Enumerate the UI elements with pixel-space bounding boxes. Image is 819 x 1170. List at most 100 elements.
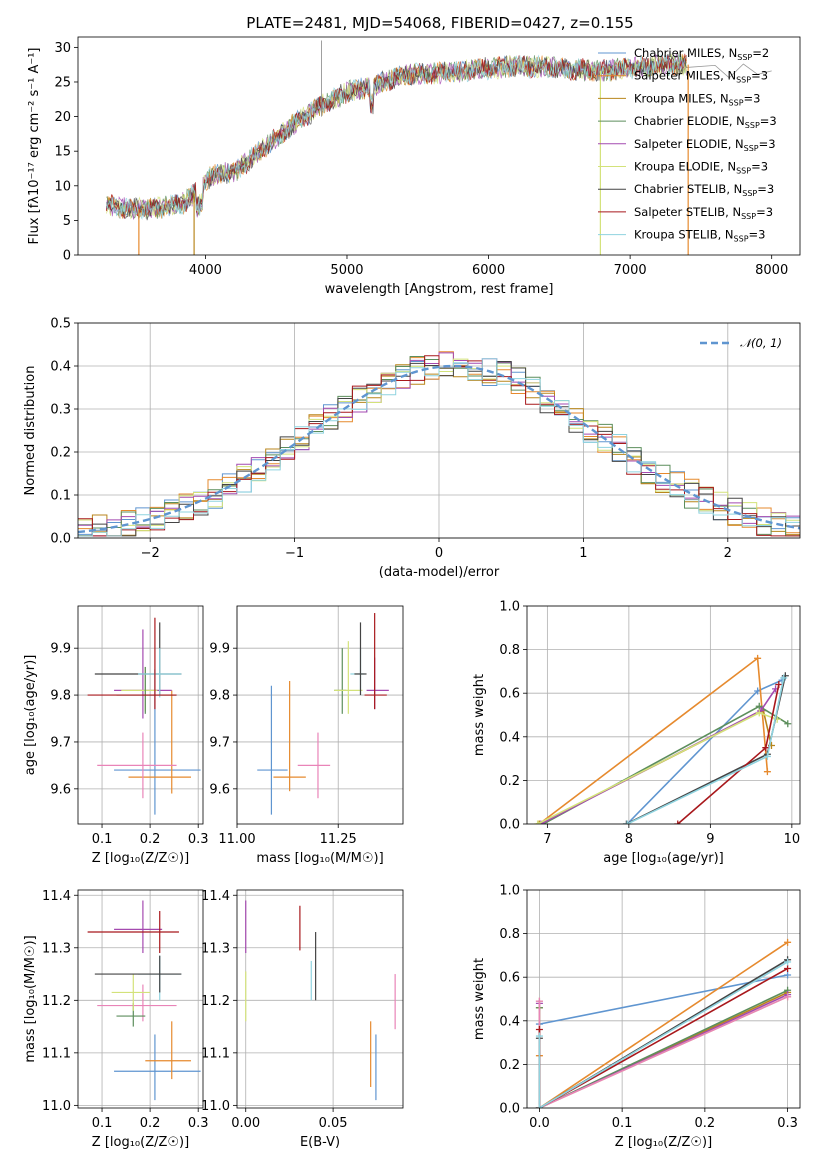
weight-marker — [755, 702, 763, 710]
y-axis-label: mass [log₁₀(M/M☉)] — [23, 935, 38, 1062]
panel-residuals: −2 −1 0 1 2 0.0 0.1 0.2 0.3 0.4 0.5 (data-model)/er… — [23, 317, 801, 580]
y-tick-label: 0.8 — [499, 643, 520, 658]
plot-area — [257, 613, 389, 815]
data-point — [334, 641, 363, 714]
data-point — [145, 1021, 191, 1080]
axes-frame — [77, 889, 204, 1109]
weight-line — [538, 974, 788, 1108]
y-tick-label: 0.8 — [499, 927, 520, 942]
y-tick-label: 1.0 — [499, 600, 520, 615]
weight-line — [538, 967, 788, 1108]
x-axis-label: age [log₁₀(age/yr)] — [603, 851, 724, 866]
axes-frame — [236, 605, 404, 825]
axes-frame — [236, 889, 404, 1109]
legend: Chabrier MILES, NSSP=2 Salpeter MILES, NS… — [598, 46, 777, 244]
weight-marker — [784, 993, 792, 1001]
y-tick-label: 9.8 — [50, 689, 71, 704]
x-axis-label: mass [log₁₀(M/M☉)] — [256, 851, 383, 866]
y-tick-label: 0.1 — [50, 489, 71, 504]
y-tick-label: 0.4 — [499, 1014, 520, 1029]
y-tick-label: 11.3 — [201, 941, 230, 956]
x-tick-label: 0.1 — [92, 832, 113, 847]
data-point — [87, 911, 179, 954]
y-tick-label: 0.4 — [499, 730, 520, 745]
x-tick-label: 7000 — [614, 263, 647, 278]
y-tick-label: 11.4 — [42, 889, 71, 904]
plot-area — [534, 654, 792, 824]
weight-marker — [784, 958, 792, 966]
x-tick-label: 0.2 — [695, 1116, 716, 1131]
x-tick-label: 8 — [625, 832, 633, 847]
y-tick-label: 9.6 — [209, 782, 230, 797]
weight-marker — [780, 674, 788, 682]
residual-histogram — [78, 358, 800, 537]
y-tick-label: 0.2 — [50, 446, 71, 461]
legend-label: Kroupa MILES, NSSP=3 — [634, 91, 760, 107]
y-tick-label: 0.2 — [499, 1058, 520, 1073]
weight-marker — [763, 752, 771, 760]
panel-age-vs-Z: 0.1 0.2 0.3 9.6 9.7 9.8 9.9 Z [log₁₀(Z/Z☉)] age … — [23, 605, 209, 866]
y-axis-label: Flux [fλ10⁻¹⁷ erg cm⁻² s⁻¹ A⁻¹] — [27, 48, 42, 245]
weight-marker — [755, 709, 763, 717]
data-point — [116, 1002, 146, 1027]
plot-area — [105, 40, 772, 255]
x-tick-label: 0 — [435, 546, 443, 561]
x-tick-label: 9 — [706, 832, 714, 847]
panel-mass-vs-Z: 0.1 0.2 0.3 11.0 11.1 11.2 11.3 11.4 Z [log₁₀(Z/… — [23, 889, 209, 1150]
x-tick-label: −2 — [141, 546, 160, 561]
weight-marker — [535, 1026, 543, 1034]
y-tick-label: 11.2 — [201, 994, 230, 1009]
x-tick-label: 1 — [579, 546, 587, 561]
weight-line — [626, 679, 783, 824]
x-tick-label: 0.1 — [92, 1116, 113, 1131]
y-tick-label: 15 — [54, 145, 71, 160]
x-axis-label: Z [log₁₀(Z/Z☉)] — [92, 851, 189, 866]
x-tick-label: 8000 — [755, 263, 788, 278]
y-tick-label: 20 — [54, 110, 71, 125]
y-tick-label: 0.6 — [499, 971, 520, 986]
panel-age-vs-mass: 11.00 11.25 9.6 9.7 9.8 9.9 mass [log₁₀(M/M☉)] — [209, 605, 404, 866]
legend-label: Salpeter STELIB, NSSP=3 — [634, 205, 773, 221]
weight-marker — [763, 768, 771, 776]
x-axis-label: E(B-V) — [300, 1135, 340, 1150]
data-point — [94, 955, 182, 993]
y-tick-label: 0.0 — [499, 818, 520, 833]
y-axis-label: Normed distribution — [23, 366, 38, 496]
y-tick-label: 11.0 — [201, 1099, 230, 1114]
weight-marker — [754, 654, 762, 662]
x-axis-label: (data-model)/error — [379, 565, 500, 580]
y-tick-label: 9.9 — [50, 642, 71, 657]
x-tick-label: 2 — [724, 546, 732, 561]
y-tick-label: 11.1 — [201, 1046, 230, 1061]
data-point — [334, 648, 347, 714]
weight-marker — [784, 971, 792, 979]
x-tick-label: 0.2 — [140, 832, 161, 847]
y-tick-label: 9.7 — [209, 735, 230, 750]
weight-marker — [623, 820, 631, 824]
data-point — [257, 685, 288, 815]
plot-area — [87, 900, 201, 1101]
legend-label: Chabrier MILES, NSSP=2 — [634, 46, 769, 62]
weight-marker — [762, 744, 770, 752]
x-tick-label: 5000 — [330, 263, 363, 278]
x-axis-label: Z [log₁₀(Z/Z☉)] — [615, 1135, 712, 1150]
y-tick-label: 10 — [54, 179, 71, 194]
y-axis-label: mass weight — [472, 674, 487, 756]
data-point — [97, 984, 177, 1022]
axes-frame — [526, 889, 801, 1109]
spectrum-tail — [686, 63, 772, 79]
x-tick-label: 0.3 — [188, 1116, 209, 1131]
data-point — [273, 681, 306, 792]
x-tick-label: 0.3 — [777, 1116, 798, 1131]
legend-label: Salpeter MILES, NSSP=3 — [634, 69, 768, 85]
plot-area — [245, 900, 396, 1101]
weight-line — [538, 656, 769, 824]
weight-marker — [622, 820, 630, 824]
data-point — [114, 1034, 201, 1101]
y-tick-label: 5 — [63, 214, 71, 229]
y-tick-label: 11.2 — [42, 994, 71, 1009]
x-axis-label: Z [log₁₀(Z/Z☉)] — [92, 1135, 189, 1150]
legend: 𝒩(0, 1) — [700, 336, 782, 350]
y-tick-label: 25 — [54, 75, 71, 90]
y-tick-label: 0 — [63, 249, 71, 264]
